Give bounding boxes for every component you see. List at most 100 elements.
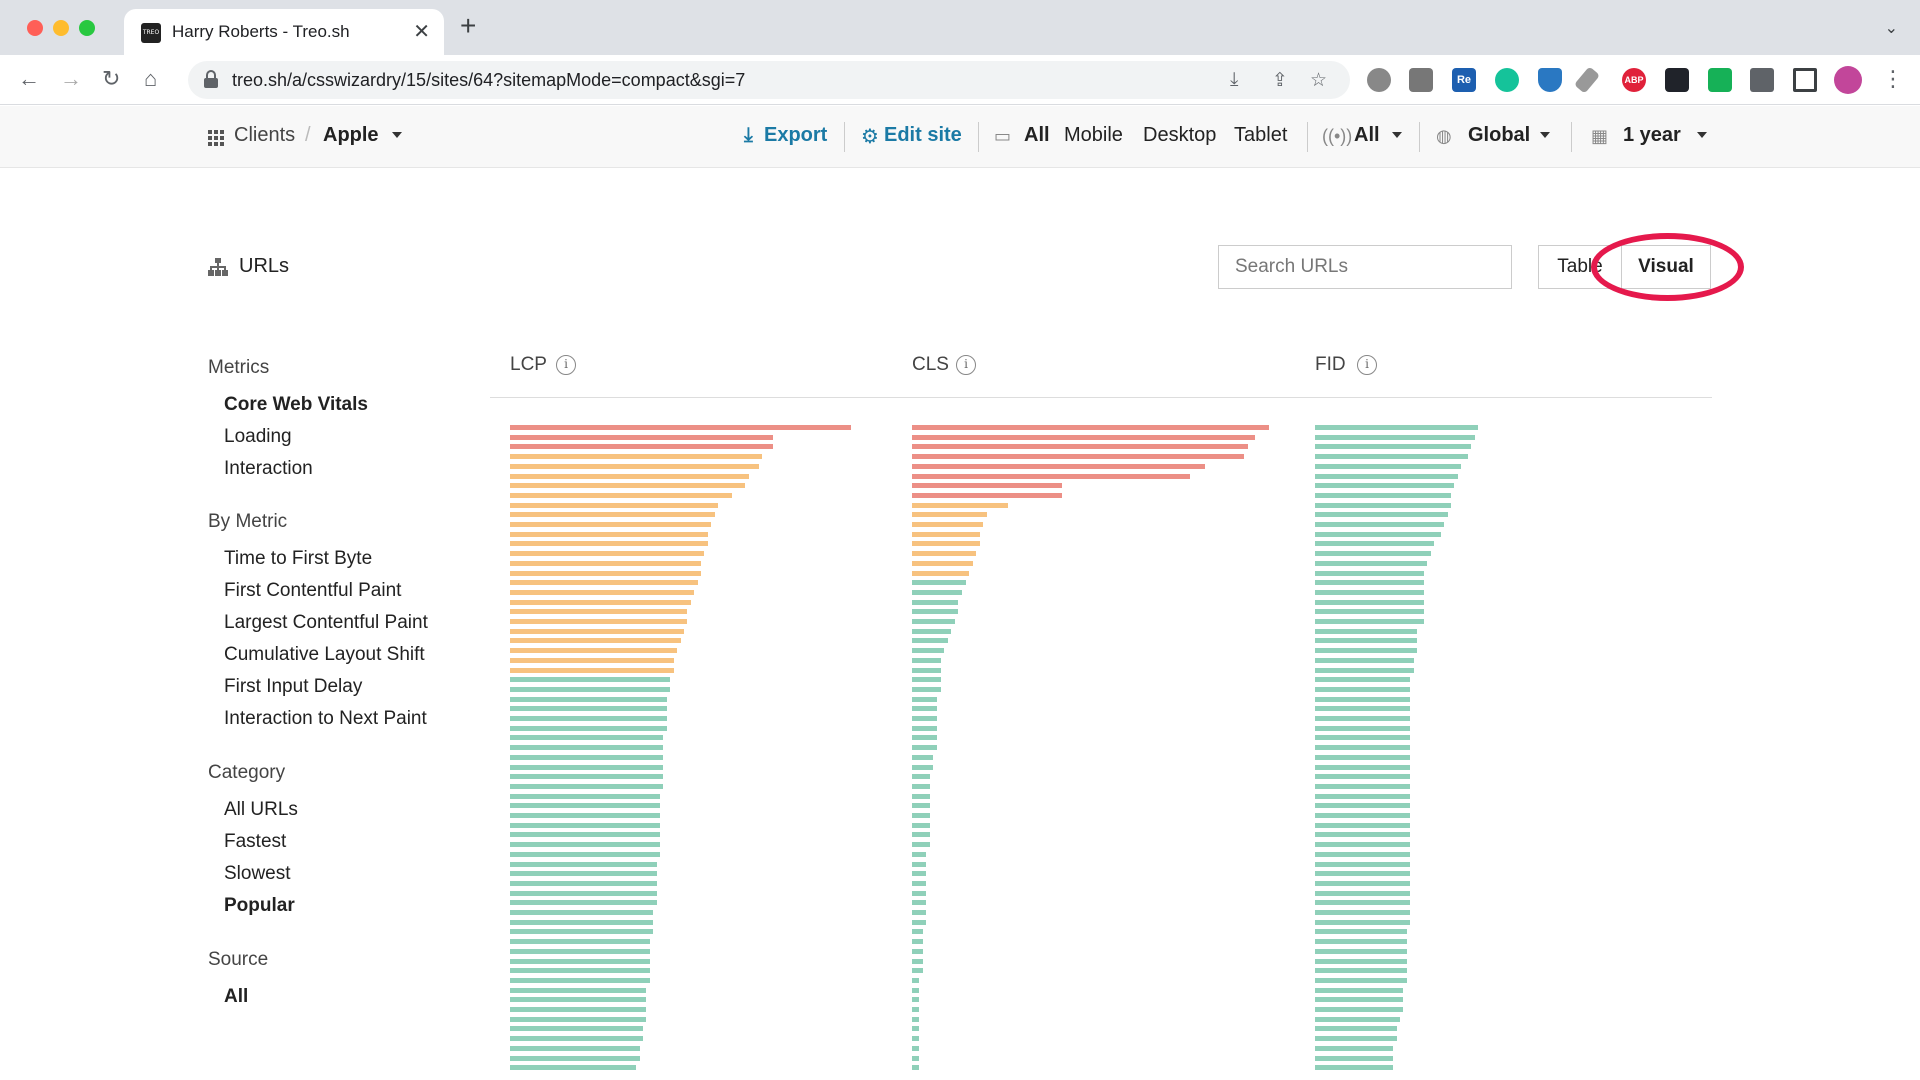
cls-bar[interactable] bbox=[912, 609, 959, 615]
lcp-bar[interactable] bbox=[510, 570, 701, 576]
lcp-bar[interactable] bbox=[510, 977, 650, 983]
fid-bar[interactable] bbox=[1315, 677, 1411, 683]
fid-bar[interactable] bbox=[1315, 531, 1441, 537]
cls-bar[interactable] bbox=[912, 774, 930, 780]
adblock-extension-icon[interactable]: ABP bbox=[1622, 68, 1646, 92]
cls-bar[interactable] bbox=[912, 1036, 920, 1042]
sidebar-item-inp[interactable]: Interaction to Next Paint bbox=[224, 708, 427, 729]
period-caret-down-icon[interactable] bbox=[1697, 132, 1707, 138]
region-caret-down-icon[interactable] bbox=[1540, 132, 1550, 138]
lcp-bar[interactable] bbox=[510, 696, 667, 702]
apps-grid-icon[interactable] bbox=[208, 130, 224, 146]
fid-bar[interactable] bbox=[1315, 657, 1414, 663]
fid-bar[interactable] bbox=[1315, 880, 1411, 886]
cls-bar[interactable] bbox=[912, 551, 977, 557]
fid-bar[interactable] bbox=[1315, 570, 1424, 576]
url-text[interactable]: treo.sh/a/csswizardry/15/sites/64?sitema… bbox=[232, 70, 746, 90]
fid-bar[interactable] bbox=[1315, 832, 1411, 838]
cls-bar[interactable] bbox=[912, 706, 937, 712]
forward-arrow-icon[interactable]: → bbox=[60, 66, 82, 91]
cls-bar[interactable] bbox=[912, 745, 937, 751]
fid-bar[interactable] bbox=[1315, 512, 1448, 518]
cls-bar[interactable] bbox=[912, 677, 941, 683]
puzzle-extensions-icon[interactable] bbox=[1750, 68, 1774, 92]
cls-bar[interactable] bbox=[912, 929, 923, 935]
fid-bar[interactable] bbox=[1315, 997, 1404, 1003]
fid-bar[interactable] bbox=[1315, 793, 1411, 799]
lcp-bar[interactable] bbox=[510, 774, 664, 780]
fid-bar[interactable] bbox=[1315, 939, 1407, 945]
lcp-bar[interactable] bbox=[510, 861, 657, 867]
lcp-bar[interactable] bbox=[510, 483, 746, 489]
home-icon[interactable]: ⌂ bbox=[144, 66, 158, 91]
fid-bar[interactable] bbox=[1315, 745, 1411, 751]
cls-bar[interactable] bbox=[912, 1007, 920, 1013]
cls-bar[interactable] bbox=[912, 958, 923, 964]
cls-bar[interactable] bbox=[912, 861, 927, 867]
cls-bar[interactable] bbox=[912, 968, 923, 974]
sidebar-item-fid[interactable]: First Input Delay bbox=[224, 676, 363, 697]
chevron-down-icon[interactable]: ⌄ bbox=[1884, 20, 1898, 37]
fid-bar[interactable] bbox=[1315, 541, 1434, 547]
cls-bar[interactable] bbox=[912, 531, 980, 537]
cls-bar[interactable] bbox=[912, 1045, 920, 1051]
fid-bar[interactable] bbox=[1315, 522, 1445, 527]
fid-bar[interactable] bbox=[1315, 716, 1411, 722]
lcp-bar[interactable] bbox=[510, 783, 664, 789]
cls-bar[interactable] bbox=[912, 783, 930, 789]
fid-info-icon[interactable]: i bbox=[1357, 355, 1377, 375]
fid-bar[interactable] bbox=[1315, 628, 1417, 634]
lcp-bar[interactable] bbox=[510, 425, 851, 430]
sidebar-item-loading[interactable]: Loading bbox=[224, 426, 292, 447]
cls-bar[interactable] bbox=[912, 822, 930, 828]
sidebar-item-fastest[interactable]: Fastest bbox=[224, 831, 287, 852]
cls-bar[interactable] bbox=[912, 657, 941, 663]
lcp-bar[interactable] bbox=[510, 939, 650, 945]
settings-extension-icon[interactable] bbox=[1367, 68, 1391, 92]
cls-bar[interactable] bbox=[912, 948, 923, 954]
cls-bar[interactable] bbox=[912, 483, 1062, 489]
fid-bar[interactable] bbox=[1315, 803, 1411, 809]
side-panel-icon[interactable] bbox=[1793, 68, 1817, 92]
cls-bar[interactable] bbox=[912, 977, 920, 983]
lcp-bar[interactable] bbox=[510, 434, 773, 440]
lcp-bar[interactable] bbox=[510, 619, 688, 625]
fid-bar[interactable] bbox=[1315, 589, 1424, 595]
cls-bar[interactable] bbox=[912, 560, 973, 566]
share-icon[interactable]: ⇪ bbox=[1272, 70, 1288, 91]
sidebar-item-lcp[interactable]: Largest Contentful Paint bbox=[224, 612, 428, 633]
re-extension-icon[interactable]: Re bbox=[1452, 68, 1476, 92]
sidebar-item-source-all[interactable]: All bbox=[224, 986, 249, 1007]
browser-tab[interactable]: TREO Harry Roberts - Treo.sh ✕ bbox=[124, 9, 444, 55]
cls-bar[interactable] bbox=[912, 463, 1205, 469]
lcp-bar[interactable] bbox=[510, 1007, 647, 1013]
download-icon[interactable]: ⤓ bbox=[744, 124, 753, 146]
fid-bar[interactable] bbox=[1315, 434, 1475, 440]
cls-bar[interactable] bbox=[912, 900, 927, 906]
cls-bar[interactable] bbox=[912, 1055, 920, 1061]
cls-bar[interactable] bbox=[912, 987, 920, 993]
fid-bar[interactable] bbox=[1315, 1065, 1394, 1071]
fid-bar[interactable] bbox=[1315, 1007, 1404, 1013]
lcp-bar[interactable] bbox=[510, 803, 661, 809]
pin-extension-icon[interactable] bbox=[1573, 66, 1601, 94]
fid-bar[interactable] bbox=[1315, 599, 1424, 605]
edit-site-button[interactable]: Edit site bbox=[884, 124, 962, 146]
lcp-bar[interactable] bbox=[510, 745, 664, 751]
fid-bar[interactable] bbox=[1315, 686, 1411, 692]
sidebar-item-popular[interactable]: Popular bbox=[224, 895, 295, 916]
cls-bar[interactable] bbox=[912, 939, 923, 945]
install-icon[interactable]: ⤓ bbox=[1230, 69, 1239, 90]
fid-bar[interactable] bbox=[1315, 551, 1431, 557]
lcp-bar[interactable] bbox=[510, 502, 718, 508]
fid-bar[interactable] bbox=[1315, 948, 1407, 954]
cls-bar[interactable] bbox=[912, 919, 927, 925]
fid-bar[interactable] bbox=[1315, 919, 1411, 925]
lcp-bar[interactable] bbox=[510, 648, 678, 654]
cls-bar[interactable] bbox=[912, 570, 970, 576]
fid-bar[interactable] bbox=[1315, 706, 1411, 712]
period-selector[interactable]: 1 year bbox=[1623, 124, 1681, 146]
lcp-bar[interactable] bbox=[510, 657, 674, 663]
sidebar-item-cls[interactable]: Cumulative Layout Shift bbox=[224, 644, 425, 665]
cls-bar[interactable] bbox=[912, 502, 1009, 508]
